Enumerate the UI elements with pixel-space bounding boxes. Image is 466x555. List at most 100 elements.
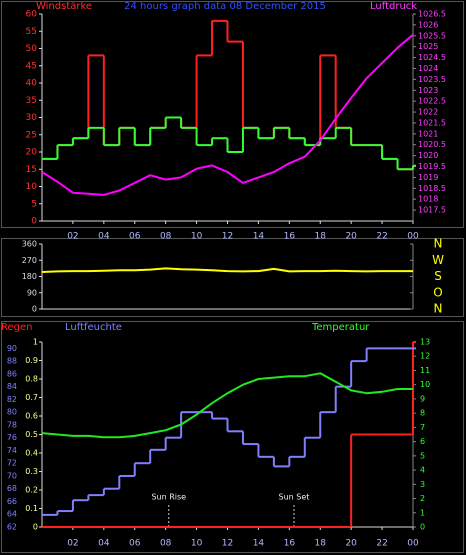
y3-tick-label: 64 [7,510,17,519]
y2-tick-label: O [433,285,442,299]
y-tick-label: 25 [26,130,37,140]
y2-tick-label: 1025 [418,42,438,51]
y2-tick-label: 8 [420,409,425,418]
x-tick-label: 18 [315,232,327,242]
y2-tick-label: N [434,302,443,316]
y3-tick-label: 74 [7,446,17,455]
x-tick-label: 00 [407,232,419,242]
annotation: Sun Rise [151,493,186,502]
y-tick-label: 35 [26,96,37,106]
y-tick-label: 0.4 [25,449,38,458]
x-tick-label: 16 [284,539,296,549]
y3-tick-label: 70 [7,471,17,480]
y-tick-label: 0.9 [25,356,38,365]
y3-tick-label: 88 [7,357,17,366]
series-line [41,267,413,273]
y2-tick-label: 1018.5 [418,184,446,193]
x-tick-label: 22 [376,539,387,549]
y-tick-label: 0.3 [25,467,38,476]
y3-tick-label: 68 [7,484,17,493]
y-tick-label: 0 [32,305,37,314]
x-tick-label: 12 [222,232,233,242]
y2-tick-label: 1024.5 [418,53,446,62]
series-label: Temperatur [311,322,370,333]
x-tick-label: 12 [222,539,233,549]
x-tick-label: 04 [98,539,110,549]
series-label: Luftdruck [370,1,417,12]
y-tick-label: 10 [26,182,38,192]
y2-tick-label: 1020.5 [418,140,446,149]
y2-tick-label: 1026 [418,20,438,29]
series-line [41,33,414,196]
y-tick-label: 50 [26,44,38,54]
y2-tick-label: 1021 [418,129,438,138]
x-tick-label: 08 [160,232,172,242]
x-tick-label: 16 [284,232,296,242]
panel-frame [1,321,464,553]
y2-tick-label: 6 [420,437,425,446]
panel-frame [1,238,464,317]
y-tick-label: 0 [31,217,37,227]
x-tick-label: 04 [98,232,110,242]
y2-tick-label: 1026.5 [418,10,446,19]
y-tick-label: 0.6 [25,412,38,421]
series-label: Regen [1,322,33,333]
y-tick-label: 45 [26,61,37,71]
y-tick-label: 0.8 [25,375,38,384]
x-tick-label: 22 [376,232,387,242]
panel-frame [1,1,464,228]
annotation: Sun Set [279,493,310,502]
x-tick-label: 08 [160,539,172,549]
y2-tick-label: N [434,237,443,251]
y-tick-label: 90 [27,288,37,297]
y2-tick-label: 1025.5 [418,31,446,40]
x-tick-label: 02 [67,232,78,242]
x-tick-label: 10 [191,232,203,242]
y3-tick-label: 80 [7,408,17,417]
y-tick-label: 55 [26,27,37,37]
y2-tick-label: 1021.5 [418,118,446,127]
y2-tick-label: 1 [420,508,425,517]
y-tick-label: 0.7 [25,393,38,402]
y2-tick-label: 12 [420,352,430,361]
y2-tick-label: 3 [420,480,425,489]
series-label: Luftfeuchte [65,322,122,333]
y3-tick-label: 90 [7,344,17,353]
y-tick-label: 1 [33,338,38,347]
y2-tick-label: 4 [420,466,425,475]
y2-tick-label: 1020 [418,151,438,160]
y2-tick-label: 1019.5 [418,162,446,171]
y3-tick-label: 78 [7,420,17,429]
series-line [41,372,413,439]
y-tick-label: 0 [33,523,38,532]
x-tick-label: 18 [315,539,327,549]
y-tick-label: 60 [26,10,38,20]
y-tick-label: 20 [26,148,38,158]
y2-tick-label: 7 [420,423,425,432]
x-tick-label: 14 [253,232,265,242]
x-tick-label: 10 [191,539,203,549]
y2-tick-label: 1018 [418,195,438,204]
y2-tick-label: S [434,269,442,283]
y2-tick-label: 13 [420,338,430,347]
x-tick-label: 20 [345,539,357,549]
chart-title: 24 hours graph data 08 December 2015 [124,1,326,12]
y-tick-label: 15 [26,165,37,175]
x-tick-label: 06 [129,539,141,549]
y-tick-label: 180 [22,272,37,281]
y2-tick-label: 1022 [418,108,438,117]
y2-tick-label: 1023.5 [418,75,446,84]
x-tick-label: 00 [407,539,419,549]
y2-tick-label: 0 [420,523,425,532]
x-tick-label: 06 [129,232,141,242]
y-tick-label: 360 [22,240,37,249]
x-tick-label: 20 [345,232,357,242]
y2-tick-label: 1024 [418,64,438,73]
x-tick-label: 02 [67,539,78,549]
y3-tick-label: 86 [7,369,17,378]
y2-tick-label: 5 [420,451,425,460]
y3-tick-label: 82 [7,395,17,404]
y2-tick-label: 1017.5 [418,206,446,215]
